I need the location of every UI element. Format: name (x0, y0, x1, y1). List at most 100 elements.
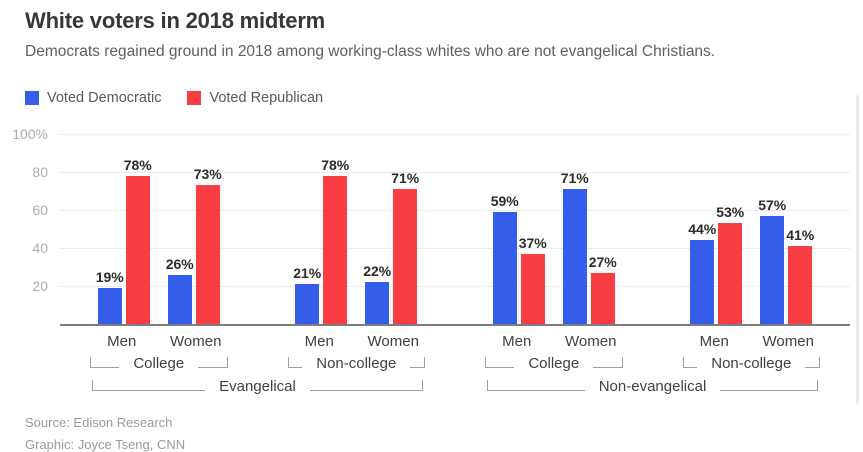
religion-bracket-label: Evangelical (219, 378, 296, 395)
bracket-line (805, 356, 821, 368)
y-tick-label-80: 80 (32, 164, 48, 180)
education-bracket-college: College (90, 354, 228, 374)
legend-label-democratic: Voted Democratic (47, 90, 162, 106)
bar-pair-men: 44% 53% (688, 134, 745, 324)
bar-democratic (760, 215, 785, 324)
bar-value-label: 21% (293, 265, 322, 282)
bar-pair-men: 21% 78% (293, 134, 350, 324)
bar-democratic (295, 284, 320, 324)
democratic-swatch-icon (25, 91, 39, 105)
chart-title: White voters in 2018 midterm (25, 8, 326, 33)
bar-value-label: 41% (786, 227, 815, 244)
source-credit: Source: Edison Research (25, 415, 173, 430)
bar-value-label: 53% (716, 204, 745, 221)
bar-pair-women: 57% 41% (758, 134, 815, 324)
bar-pair-men: 19% 78% (95, 134, 152, 324)
religion-group-nonevangelical: 59% 37% 71% (455, 134, 850, 397)
group-evangelical-college: 19% 78% 26% (60, 134, 258, 374)
education-bracket-noncollege: Non-college (287, 354, 426, 374)
bracket-line (287, 356, 303, 368)
bracket-line (487, 379, 585, 391)
legend-item-democratic: Voted Democratic (25, 90, 161, 106)
bracket-line (90, 356, 120, 368)
religion-group-evangelical: 19% 78% 26% (60, 134, 455, 397)
x-tick-label-men: Men (304, 333, 334, 350)
bar-value-label: 37% (518, 234, 547, 251)
graphic-credit: Graphic: Joyce Tseng, CNN (25, 437, 186, 452)
y-tick-label-20: 20 (32, 278, 48, 294)
republican-swatch-icon (187, 91, 202, 105)
y-tick-label-60: 60 (32, 202, 48, 218)
bracket-line (198, 356, 228, 368)
bar-pair-women: 26% 73% (166, 134, 222, 324)
footer: Source: Edison Research Graphic: Joyce T… (25, 412, 850, 452)
bar-value-label: 71% (560, 170, 589, 187)
religion-bracket-label: Non-evangelical (598, 378, 707, 395)
x-axis-line (60, 324, 850, 326)
bar-pair-men: 59% 37% (490, 134, 547, 324)
religion-bracket-nonevangelical: Non-evangelical (487, 377, 819, 397)
gridline-80 (60, 172, 850, 173)
bar-democratic (492, 211, 517, 324)
bar-republican (520, 253, 545, 324)
x-tick-label-men: Men (502, 333, 532, 350)
group-evangelical-noncollege: 21% 78% 22% (258, 134, 456, 374)
bracket-line (485, 356, 515, 368)
bracket-line (682, 356, 698, 368)
group-nonevangelical-noncollege: 44% 53% 57% (653, 134, 851, 374)
y-tick-label-40: 40 (32, 240, 48, 256)
gridline-100 (60, 134, 850, 135)
bar-democratic (690, 240, 715, 324)
education-bracket-label: Non-college (316, 355, 397, 372)
education-bracket-label: College (528, 355, 580, 372)
bar-republican (788, 246, 813, 324)
gridline-40 (60, 248, 850, 249)
education-bracket-label: College (133, 355, 185, 372)
bar-republican (393, 189, 418, 324)
x-tick-label-women: Women (762, 333, 814, 350)
education-bracket-college: College (485, 354, 623, 374)
bar-democratic (97, 287, 122, 324)
bar-republican (590, 272, 615, 324)
plot-area: 100% 80 60 40 20 19% (12, 126, 850, 397)
bar-value-label: 78% (123, 156, 152, 173)
bar-value-label: 44% (688, 221, 717, 238)
bar-democratic (365, 282, 390, 324)
x-tick-label-men: Men (107, 333, 137, 350)
bar-value-label: 27% (588, 253, 617, 270)
y-axis: 100% 80 60 40 20 (12, 126, 54, 324)
gridlines (60, 134, 850, 324)
x-tick-label-women: Women (367, 333, 419, 350)
bar-value-label: 73% (193, 166, 222, 183)
gridline-20 (60, 286, 850, 287)
group-nonevangelical-college: 59% 37% 71% (455, 134, 653, 374)
bracket-line (593, 356, 623, 368)
bar-democratic (562, 189, 587, 324)
bar-value-label: 59% (490, 192, 519, 209)
bar-republican (718, 223, 743, 324)
bracket-line (309, 379, 423, 391)
bracket-line (410, 356, 426, 368)
legend-item-republican: Voted Republican (187, 90, 323, 106)
x-tick-label-men: Men (699, 333, 729, 350)
legend: Voted Democratic Voted Republican (25, 90, 850, 106)
bar-pair-women: 71% 27% (560, 134, 617, 324)
bar-value-label: 19% (95, 268, 124, 285)
religion-bracket-evangelical: Evangelical (92, 377, 423, 397)
bar-democratic (167, 274, 192, 324)
bracket-line (92, 379, 206, 391)
bar-republican (125, 175, 150, 324)
bar-republican (323, 175, 348, 324)
bar-value-label: 71% (391, 170, 420, 187)
x-tick-label-women: Women (170, 333, 222, 350)
legend-label-republican: Voted Republican (209, 90, 324, 106)
bracket-line (720, 379, 819, 391)
chart-subtitle: Democrats regained ground in 2018 among … (25, 43, 716, 60)
bar-value-label: 57% (758, 196, 787, 213)
education-bracket-noncollege: Non-college (682, 354, 821, 374)
right-edge-scrollbar[interactable] (856, 95, 859, 405)
bar-value-label: 22% (363, 263, 392, 280)
x-tick-label-women: Women (565, 333, 617, 350)
bar-value-label: 78% (321, 156, 350, 173)
